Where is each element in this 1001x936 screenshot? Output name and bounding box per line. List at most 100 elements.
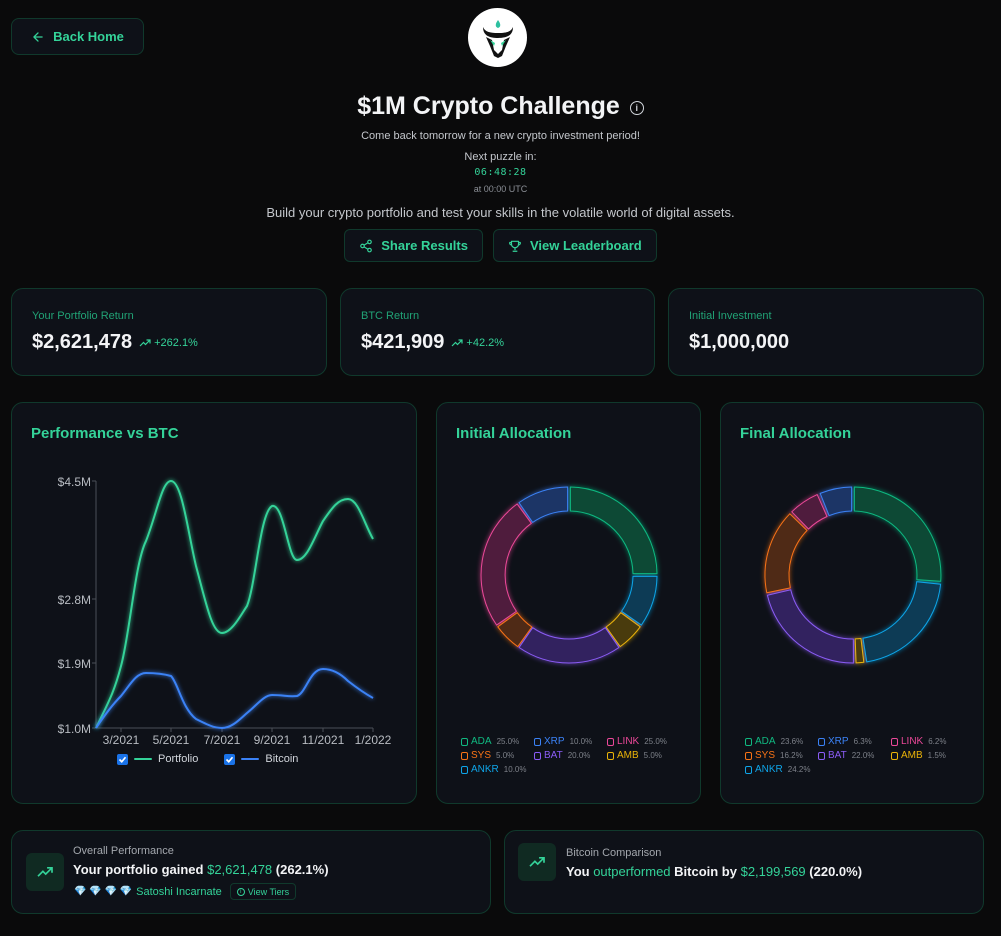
share-results-button[interactable]: Share Results bbox=[344, 229, 483, 262]
stat-value: $421,909 bbox=[361, 331, 445, 353]
legend-item-xrp: XRP 10.0% bbox=[534, 736, 607, 747]
segment-sys bbox=[497, 612, 533, 648]
stat-delta: +262.1% bbox=[139, 337, 198, 349]
panel-title: Performance vs BTC bbox=[31, 425, 179, 442]
subtitle: Come back tomorrow for a new crypto inve… bbox=[361, 130, 640, 142]
segment-link bbox=[791, 493, 828, 530]
x-tick: 5/2021 bbox=[153, 733, 190, 747]
legend-item-bat: BAT 22.0% bbox=[818, 750, 891, 761]
initial-allocation-donut bbox=[480, 486, 658, 664]
portfolio-checkbox[interactable] bbox=[117, 753, 128, 765]
legend-item-ankr: ANKR 10.0% bbox=[461, 764, 534, 775]
action-buttons: Share Results View Leaderboard bbox=[0, 229, 1001, 262]
final-allocation-legend: ADA 23.6% XRP 6.3% LINK 6.2% SYS 16.2% BAT 22… bbox=[745, 736, 975, 775]
stat-label: Your Portfolio Return bbox=[32, 310, 134, 322]
legend-item-ada: ADA 23.6% bbox=[745, 736, 818, 747]
bull-logo-icon bbox=[482, 19, 513, 58]
bitcoin-legend-label: Bitcoin bbox=[265, 753, 299, 765]
y-tick: $1.0M bbox=[58, 722, 91, 736]
back-home-label: Back Home bbox=[53, 29, 124, 44]
performance-chart-panel: Performance vs BTC $4.5M $2.8M $1.9M $1.… bbox=[11, 402, 417, 804]
segment-xrp bbox=[819, 486, 853, 517]
legend-item-sys: SYS 16.2% bbox=[745, 750, 818, 761]
segment-bat bbox=[518, 627, 620, 664]
legend-item-xrp: XRP 6.3% bbox=[818, 736, 891, 747]
overall-text: Your portfolio gained $2,621,478 (262.1%… bbox=[73, 862, 329, 877]
overall-label: Overall Performance bbox=[73, 845, 174, 857]
diamond-icons: 💎 💎 💎 💎 bbox=[74, 886, 133, 897]
panel-title: Initial Allocation bbox=[456, 425, 572, 442]
delta-text: +42.2% bbox=[466, 336, 505, 349]
bitcoin-comparison-card: Bitcoin Comparison You outperformed Bitc… bbox=[504, 830, 984, 914]
info-icon: i bbox=[236, 887, 245, 896]
back-home-button[interactable]: Back Home bbox=[11, 18, 144, 55]
portfolio-legend-label: Portfolio bbox=[158, 753, 199, 765]
donut-segments bbox=[480, 486, 658, 664]
check-icon bbox=[226, 756, 234, 763]
trend-icon-box bbox=[26, 853, 64, 891]
tier-row: 💎 💎 💎 💎 Satoshi Incarnate i View Tiers bbox=[74, 883, 297, 900]
performance-line-chart: $4.5M $2.8M $1.9M $1.0M 3/2021 5/2021 7/… bbox=[58, 475, 392, 747]
x-tick: 11/2021 bbox=[302, 733, 345, 747]
segment-amb bbox=[605, 612, 641, 648]
y-tick: $4.5M bbox=[58, 475, 91, 489]
comparison-text: You outperformed Bitcoin by $2,199,569 (… bbox=[566, 864, 863, 879]
portfolio-line bbox=[95, 479, 374, 729]
stat-value: $1,000,000 bbox=[689, 331, 790, 353]
trend-icon-box bbox=[518, 843, 556, 881]
y-tick: $2.8M bbox=[58, 593, 91, 607]
donut-segments bbox=[764, 486, 942, 664]
stat-delta: +42.2% bbox=[451, 337, 504, 349]
bull-logo bbox=[468, 8, 527, 67]
legend-item-sys: SYS 5.0% bbox=[461, 750, 534, 761]
bitcoin-checkbox[interactable] bbox=[224, 753, 236, 765]
trophy-icon bbox=[509, 240, 521, 252]
trending-up-icon bbox=[529, 856, 545, 867]
info-icon[interactable]: i bbox=[629, 101, 644, 115]
legend-item-ankr: ANKR 24.2% bbox=[745, 764, 818, 775]
legend-item-ada: ADA 25.0% bbox=[461, 736, 534, 747]
trending-up-icon bbox=[451, 338, 464, 346]
bitcoin-swatch bbox=[241, 758, 260, 760]
overall-performance-card: Overall Performance Your portfolio gaine… bbox=[11, 830, 491, 914]
delta-text: +262.1% bbox=[154, 336, 198, 349]
reset-time: at 00:00 UTC bbox=[473, 184, 528, 194]
x-tick: 9/2021 bbox=[254, 733, 291, 747]
arrow-left-icon bbox=[33, 31, 43, 42]
final-allocation-donut bbox=[764, 486, 942, 664]
x-tick: 7/2021 bbox=[204, 733, 241, 747]
share-results-label: Share Results bbox=[381, 238, 468, 253]
chart-legend: Portfolio Bitcoin bbox=[117, 753, 298, 765]
legend-item-link: LINK 6.2% bbox=[891, 736, 975, 747]
segment-ankr bbox=[620, 575, 658, 626]
title-row: $1M Crypto Challenge i bbox=[0, 92, 1001, 121]
next-puzzle-label: Next puzzle in: bbox=[464, 151, 537, 163]
legend-item-amb: AMB 1.5% bbox=[891, 750, 975, 761]
tier-name: Satoshi Incarnate bbox=[136, 885, 222, 898]
view-leaderboard-button[interactable]: View Leaderboard bbox=[492, 229, 657, 262]
x-tick: 1/2022 bbox=[355, 733, 392, 747]
segment-ada bbox=[853, 486, 942, 582]
stat-value: $2,621,478 bbox=[32, 331, 133, 353]
portfolio-swatch bbox=[134, 758, 152, 760]
initial-allocation-panel: Initial Allocation ADA 25.0% XRP 10.0% LIN… bbox=[436, 402, 701, 804]
initial-investment-card: Initial Investment $1,000,000 bbox=[668, 288, 984, 376]
portfolio-return-card: Your Portfolio Return $2,621,478 +262.1% bbox=[11, 288, 327, 376]
view-tiers-button[interactable]: i View Tiers bbox=[229, 883, 297, 900]
page-title: $1M Crypto Challenge bbox=[357, 92, 620, 120]
btc-return-card: BTC Return $421,909 +42.2% bbox=[340, 288, 655, 376]
check-icon bbox=[118, 756, 127, 763]
initial-allocation-legend: ADA 25.0% XRP 10.0% LINK 25.0% SYS 5.0% BAT 2… bbox=[461, 736, 691, 775]
x-tick: 3/2021 bbox=[103, 733, 140, 747]
countdown-timer: 06:48:28 bbox=[474, 167, 527, 178]
legend-item-bat: BAT 20.0% bbox=[534, 750, 607, 761]
view-tiers-label: View Tiers bbox=[247, 886, 290, 897]
legend-item-amb: AMB 5.0% bbox=[607, 750, 691, 761]
bitcoin-line bbox=[95, 667, 374, 730]
share-icon bbox=[360, 239, 373, 252]
segment-xrp bbox=[518, 486, 569, 524]
stat-label: BTC Return bbox=[361, 310, 420, 322]
legend-item-link: LINK 25.0% bbox=[607, 736, 691, 747]
trending-up-icon bbox=[139, 338, 151, 346]
y-tick: $1.9M bbox=[58, 657, 91, 671]
